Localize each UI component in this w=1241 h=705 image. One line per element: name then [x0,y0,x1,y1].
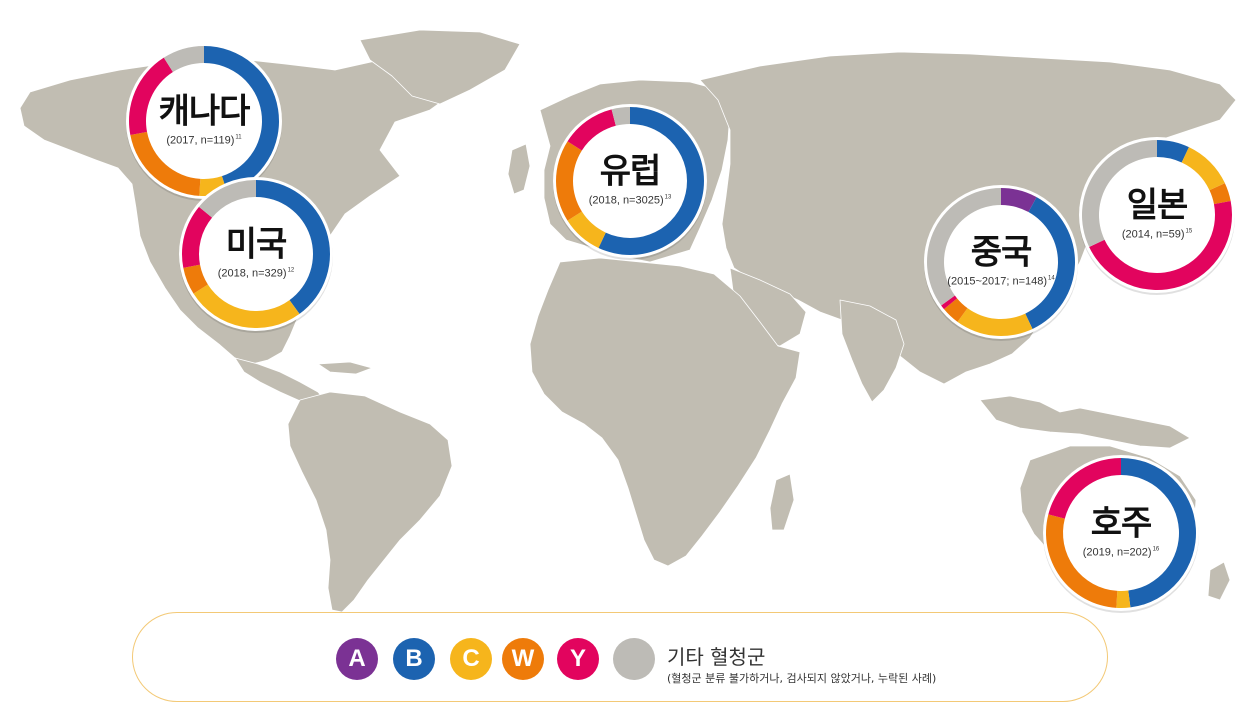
indonesia-land [979,395,1191,449]
legend-c-marker: C [450,638,492,680]
caribbean-land [317,361,373,375]
legend-b-marker: B [393,638,435,680]
europe-slice-w [555,141,582,221]
japan-slice-b [1157,140,1189,163]
legend: A B C W Y 기타 혈청군 (혈청군 분류 불가하거나, 검사되지 않았거… [132,612,1108,702]
japan-slice-other [1082,140,1157,247]
australia-slice-b [1121,458,1197,608]
japan-slice-c [1181,147,1225,191]
legend-other-note: (혈청군 분류 불가하거나, 검사되지 않았거나, 누락된 사례) [667,672,937,685]
canada-slice-b [204,46,279,193]
china-slice-b [1025,197,1075,329]
japan-slice-w [1209,183,1231,205]
usa-slice-other [198,180,256,218]
madagascar-land [769,473,795,531]
australia-donut [1043,455,1199,613]
australia-slice-y [1048,458,1121,519]
china-slice-other [927,188,1001,306]
legend-other-marker [613,638,655,680]
china-slice-c [957,308,1033,336]
usa-donut [179,177,333,333]
australia-slice-w [1046,514,1118,608]
south-america-land [287,391,453,613]
legend-a-marker: A [336,638,378,680]
legend-y-marker: Y [557,638,599,680]
legend-w-marker: W [502,638,544,680]
usa-slice-y [182,206,213,268]
usa-slice-w [183,264,208,294]
india-land [839,299,905,403]
uk-land [507,143,531,195]
legend-other-title: 기타 혈청군 [667,645,766,669]
europe-slice-other [611,107,630,126]
new-zealand-land [1207,561,1231,601]
europe-slice-c [567,211,606,248]
usa-slice-c [193,284,300,328]
china-donut [924,185,1078,341]
greenland-land [359,29,521,105]
china-slice-y [941,295,958,310]
europe-slice-b [598,107,704,255]
canada-donut [126,43,282,201]
africa-land [529,257,801,567]
japan-donut [1079,137,1235,295]
japan-slice-y [1089,200,1232,291]
canada-slice-other [163,46,204,73]
canada-slice-w [130,131,201,196]
europe-donut [553,104,707,260]
china-slice-a [1001,188,1037,213]
canada-slice-y [129,57,173,136]
australia-slice-c [1116,590,1131,608]
europe-slice-y [567,109,616,151]
usa-slice-b [256,180,330,314]
china-slice-w [943,298,968,322]
